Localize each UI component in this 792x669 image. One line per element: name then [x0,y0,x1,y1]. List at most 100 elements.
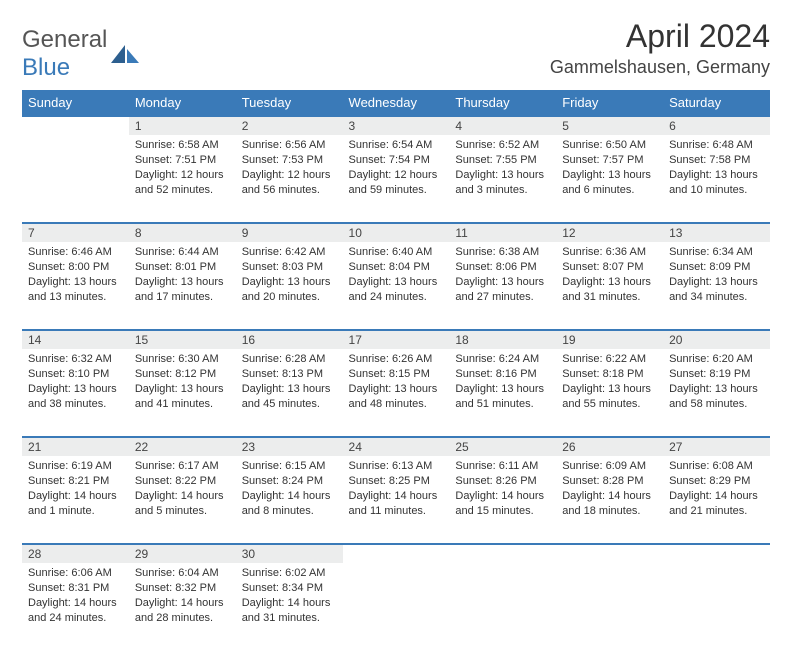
day-line-d2: and 3 minutes. [455,183,550,198]
day-content-cell [556,563,663,651]
day-line-ss: Sunset: 7:55 PM [455,153,550,168]
day-line-ss: Sunset: 8:04 PM [349,260,444,275]
day-line-d1: Daylight: 13 hours [349,382,444,397]
logo: General Blue [22,26,139,82]
day-content-cell: Sunrise: 6:30 AMSunset: 8:12 PMDaylight:… [129,349,236,437]
day-content-cell [22,135,129,223]
week-1-daynum-row: 78910111213 [22,223,770,242]
weekday-thursday: Thursday [449,90,556,116]
day-number-cell: 19 [556,330,663,349]
day-line-d1: Daylight: 14 hours [135,489,230,504]
day-number-cell: 24 [343,437,450,456]
day-number-cell: 23 [236,437,343,456]
day-content-cell: Sunrise: 6:56 AMSunset: 7:53 PMDaylight:… [236,135,343,223]
day-line-d1: Daylight: 13 hours [562,382,657,397]
day-content-cell: Sunrise: 6:36 AMSunset: 8:07 PMDaylight:… [556,242,663,330]
day-line-d2: and 59 minutes. [349,183,444,198]
day-line-d2: and 31 minutes. [242,611,337,626]
day-line-d1: Daylight: 13 hours [135,275,230,290]
day-content-cell: Sunrise: 6:11 AMSunset: 8:26 PMDaylight:… [449,456,556,544]
day-line-d2: and 11 minutes. [349,504,444,519]
day-line-ss: Sunset: 8:31 PM [28,581,123,596]
day-line-sr: Sunrise: 6:38 AM [455,245,550,260]
day-number-cell: 13 [663,223,770,242]
week-1-content-row: Sunrise: 6:46 AMSunset: 8:00 PMDaylight:… [22,242,770,330]
day-line-ss: Sunset: 8:01 PM [135,260,230,275]
day-number-cell: 9 [236,223,343,242]
day-line-ss: Sunset: 8:34 PM [242,581,337,596]
day-content-cell: Sunrise: 6:22 AMSunset: 8:18 PMDaylight:… [556,349,663,437]
day-number-cell: 16 [236,330,343,349]
day-content-cell: Sunrise: 6:28 AMSunset: 8:13 PMDaylight:… [236,349,343,437]
weekday-monday: Monday [129,90,236,116]
day-line-d2: and 17 minutes. [135,290,230,305]
day-number-cell: 14 [22,330,129,349]
day-line-d1: Daylight: 14 hours [455,489,550,504]
header: General Blue April 2024 Gammelshausen, G… [22,18,770,82]
day-line-d1: Daylight: 14 hours [28,489,123,504]
day-line-d1: Daylight: 13 hours [562,168,657,183]
day-number-cell [22,116,129,135]
day-line-ss: Sunset: 8:16 PM [455,367,550,382]
day-line-ss: Sunset: 8:22 PM [135,474,230,489]
day-line-ss: Sunset: 8:21 PM [28,474,123,489]
day-content-cell: Sunrise: 6:04 AMSunset: 8:32 PMDaylight:… [129,563,236,651]
day-line-sr: Sunrise: 6:09 AM [562,459,657,474]
day-line-d1: Daylight: 13 hours [349,275,444,290]
day-line-sr: Sunrise: 6:20 AM [669,352,764,367]
day-line-d1: Daylight: 13 hours [562,275,657,290]
day-line-d2: and 41 minutes. [135,397,230,412]
day-number-cell [343,544,450,563]
day-line-d1: Daylight: 13 hours [135,382,230,397]
week-3-daynum-row: 21222324252627 [22,437,770,456]
day-content-cell: Sunrise: 6:17 AMSunset: 8:22 PMDaylight:… [129,456,236,544]
day-line-d2: and 27 minutes. [455,290,550,305]
day-line-d1: Daylight: 14 hours [242,489,337,504]
day-line-ss: Sunset: 8:15 PM [349,367,444,382]
week-2-daynum-row: 14151617181920 [22,330,770,349]
day-content-cell: Sunrise: 6:46 AMSunset: 8:00 PMDaylight:… [22,242,129,330]
day-line-d2: and 8 minutes. [242,504,337,519]
day-number-cell: 21 [22,437,129,456]
week-3-content-row: Sunrise: 6:19 AMSunset: 8:21 PMDaylight:… [22,456,770,544]
day-number-cell: 3 [343,116,450,135]
day-content-cell: Sunrise: 6:32 AMSunset: 8:10 PMDaylight:… [22,349,129,437]
day-content-cell: Sunrise: 6:42 AMSunset: 8:03 PMDaylight:… [236,242,343,330]
day-line-sr: Sunrise: 6:44 AM [135,245,230,260]
day-line-ss: Sunset: 7:54 PM [349,153,444,168]
day-number-cell: 4 [449,116,556,135]
day-line-sr: Sunrise: 6:06 AM [28,566,123,581]
day-line-d1: Daylight: 13 hours [242,275,337,290]
day-content-cell: Sunrise: 6:34 AMSunset: 8:09 PMDaylight:… [663,242,770,330]
day-content-cell: Sunrise: 6:13 AMSunset: 8:25 PMDaylight:… [343,456,450,544]
weekday-saturday: Saturday [663,90,770,116]
day-line-d2: and 6 minutes. [562,183,657,198]
title-block: April 2024 Gammelshausen, Germany [550,18,770,78]
day-line-ss: Sunset: 8:24 PM [242,474,337,489]
day-number-cell: 6 [663,116,770,135]
day-content-cell [663,563,770,651]
logo-text-general: General [22,26,107,53]
day-content-cell: Sunrise: 6:19 AMSunset: 8:21 PMDaylight:… [22,456,129,544]
day-line-sr: Sunrise: 6:17 AM [135,459,230,474]
day-line-sr: Sunrise: 6:30 AM [135,352,230,367]
day-line-sr: Sunrise: 6:50 AM [562,138,657,153]
day-number-cell: 2 [236,116,343,135]
day-line-sr: Sunrise: 6:46 AM [28,245,123,260]
week-0-content-row: Sunrise: 6:58 AMSunset: 7:51 PMDaylight:… [22,135,770,223]
day-content-cell: Sunrise: 6:50 AMSunset: 7:57 PMDaylight:… [556,135,663,223]
day-line-ss: Sunset: 8:09 PM [669,260,764,275]
day-line-ss: Sunset: 8:06 PM [455,260,550,275]
logo-sail-icon [111,45,139,63]
day-line-d2: and 56 minutes. [242,183,337,198]
day-line-d1: Daylight: 12 hours [135,168,230,183]
day-line-sr: Sunrise: 6:36 AM [562,245,657,260]
day-line-ss: Sunset: 8:26 PM [455,474,550,489]
day-line-d1: Daylight: 13 hours [455,275,550,290]
day-line-sr: Sunrise: 6:19 AM [28,459,123,474]
day-line-ss: Sunset: 7:53 PM [242,153,337,168]
week-0-daynum-row: 123456 [22,116,770,135]
day-line-sr: Sunrise: 6:28 AM [242,352,337,367]
day-line-d1: Daylight: 12 hours [242,168,337,183]
day-number-cell: 29 [129,544,236,563]
